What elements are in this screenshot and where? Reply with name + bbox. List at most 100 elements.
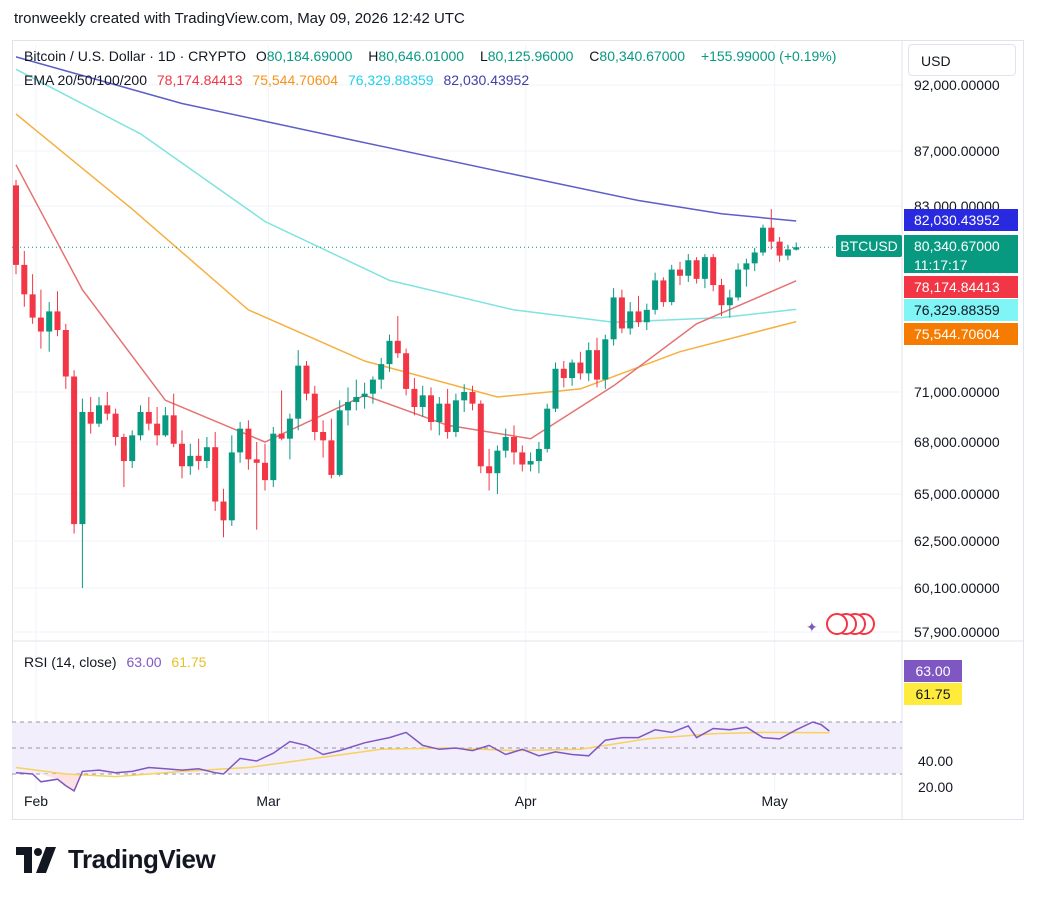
time-tick-label: Apr [515,793,537,809]
ema50-line [15,113,797,398]
ema-legend: EMA 20/50/100/200 78,174.84413 75,544.70… [24,72,535,88]
candle-body [179,443,185,467]
price-tag [904,323,1018,345]
candle-body [560,368,567,379]
currency-button[interactable]: USD [908,44,1016,76]
rsi-tag-label: 63.00 [915,663,950,679]
price-tag [904,235,1018,273]
ema20-line [15,164,797,443]
candle-body [461,392,468,401]
chart-frame [12,40,1024,820]
candle-body [278,433,285,439]
candle-body [494,450,501,474]
candle-body [544,408,551,449]
candle-body [361,393,368,397]
candle-body [452,400,459,432]
candle-body [511,437,517,453]
rsi-ma-tag [904,683,962,705]
candle-body [245,428,252,460]
event-markers-icon[interactable]: ✦ [806,613,875,635]
candle-body [295,365,302,419]
rsi-label[interactable]: RSI (14, close) [24,654,117,670]
candle-body [336,410,343,475]
candle-body [768,227,775,242]
candle-body [154,423,161,436]
candle-body [594,350,600,380]
candle-body [486,466,493,474]
candle-body [677,269,683,276]
candle-body [96,405,102,424]
candle-body [145,412,152,424]
high-label: H [368,48,379,64]
candle-body [419,395,426,407]
price-tag-label: 76,329.88359 [914,302,1000,318]
price-tag [904,276,1018,298]
candle-body [693,260,700,279]
candle-body [212,447,219,502]
candle-body [502,437,509,451]
event-flag-icon[interactable] [826,613,848,635]
candle-body [444,403,451,432]
candle-body [627,311,634,329]
candle-body [428,395,434,422]
rsi-legend: RSI (14, close) 63.00 61.75 [24,654,212,670]
candle-body [79,412,86,525]
open-value: 80,184.69000 [266,48,353,64]
time-tick-label: May [761,793,787,809]
candle-body [743,263,750,270]
candle-body [328,440,335,475]
candle-body [13,185,19,265]
candle-body [710,257,717,286]
candle-body [129,435,136,462]
candle-body [394,340,401,354]
candle-body [311,393,318,432]
price-tick-label: 92,000.00000 [914,77,1000,93]
candle-body [369,379,376,394]
candle-body [618,297,625,329]
rsi-tag [904,660,962,682]
candle-body [162,415,169,436]
price-tick-label: 87,000.00000 [914,143,1000,159]
candle-body [436,403,443,422]
candle-body [577,362,584,374]
tradingview-logo-icon [16,846,56,873]
candle-body [87,412,94,424]
candle-body [386,340,393,365]
open-label: O [255,48,267,64]
brand-name: TradingView [68,844,216,874]
rsi-ma-tag-label: 61.75 [915,686,950,702]
tradingview-logo[interactable]: TradingView [16,844,216,875]
candle-body [54,311,61,330]
time-tick-label: Feb [24,793,48,809]
candle-body [635,311,642,323]
ema50-value: 75,544.70604 [252,72,339,88]
low-value: 80,125.96000 [487,48,574,64]
candle-body [46,311,53,332]
candle-body [21,264,28,295]
candle-body [253,459,260,463]
candle-body [303,365,310,394]
ema-label[interactable]: EMA 20/50/100/200 [24,72,147,88]
ema100-value: 76,329.88359 [347,72,434,88]
price-tag-label: 75,544.70604 [914,326,1000,342]
ema200-value: 82,030.43952 [443,72,530,88]
candle-body [320,432,327,441]
candle-body [71,376,78,525]
symbol-label[interactable]: Bitcoin / U.S. Dollar · 1D · CRYPTO [24,48,246,64]
price-tag-label: 78,174.84413 [914,279,1000,295]
candle-body [228,452,235,521]
price-tick-label: 62,500.00000 [914,533,1000,549]
rsi-tick-label: 20.00 [918,779,953,795]
candle-body [660,280,667,303]
change-value: +155.99000 (+0.19%) [700,48,837,64]
candle-body [262,462,268,481]
candle-body [137,412,144,436]
high-value: 80,646.01000 [378,48,465,64]
symbol-tag-label: BTCUSD [840,238,898,254]
candle-body [602,339,609,380]
time-tick-label: Mar [256,793,280,809]
candle-body [195,455,202,462]
candle-body [519,452,526,465]
candle-body [29,294,36,318]
